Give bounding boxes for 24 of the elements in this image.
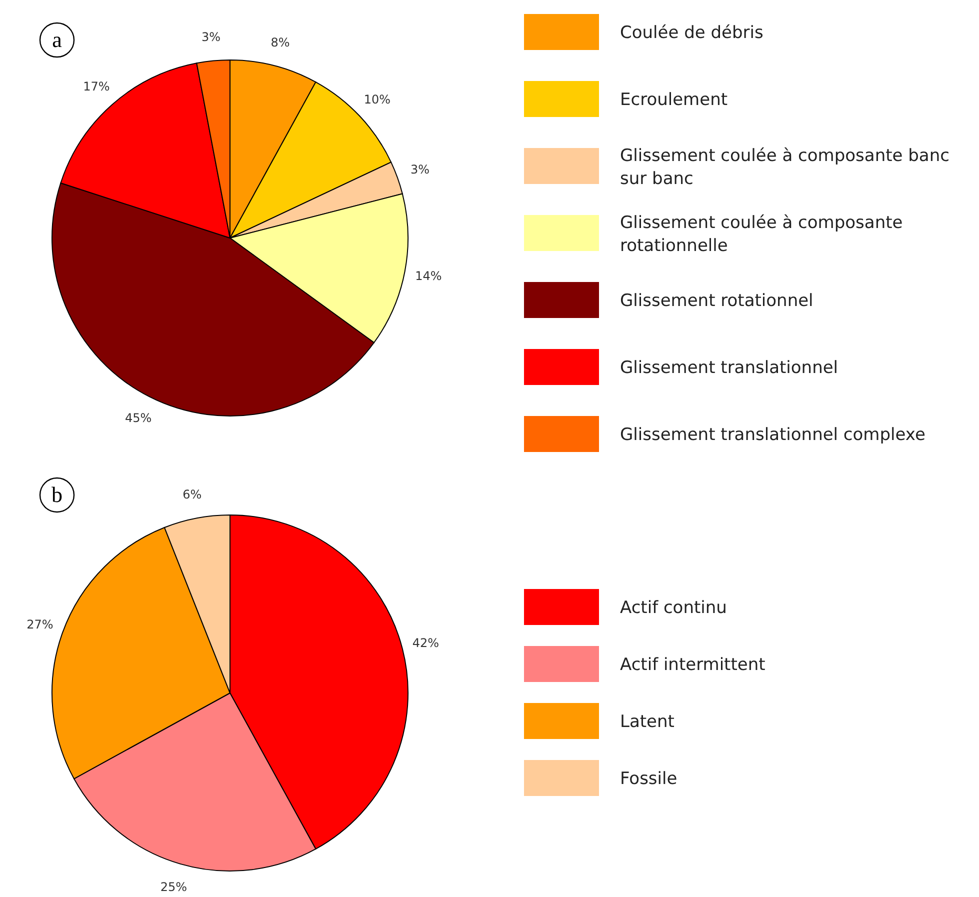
data-label: 6%: [182, 488, 202, 502]
data-label: 42%: [412, 636, 439, 650]
legend-label: Glissement translationnel complexe: [620, 425, 926, 445]
data-label: 3%: [410, 162, 430, 177]
data-label: 45%: [124, 410, 152, 425]
legend-label: Glissement translationnel: [620, 358, 838, 378]
data-label: 25%: [160, 880, 187, 894]
data-label: 8%: [270, 35, 290, 50]
text: a: [52, 27, 62, 52]
legend-label: Fossile: [620, 769, 678, 789]
legend-label: Ecroulement: [620, 90, 728, 110]
legend-label: Actif continu: [620, 598, 727, 618]
legend-label: Coulée de débris: [620, 23, 764, 43]
legend-label: Actif intermittent: [620, 655, 766, 675]
data-label: 17%: [83, 79, 110, 94]
legend-label: Glissement coulée à composante rotationnelle: [620, 213, 903, 256]
data-label: 10%: [364, 92, 391, 107]
legend-label: Glissement coulée à composante banc sur banc: [620, 146, 950, 189]
legend-label: Glissement rotationnel: [620, 291, 814, 311]
data-label: 27%: [26, 618, 54, 632]
chart-title: b: [52, 482, 62, 507]
data-label: 3%: [201, 30, 221, 44]
legend-label: Latent: [620, 712, 675, 732]
data-label: 14%: [415, 268, 442, 283]
